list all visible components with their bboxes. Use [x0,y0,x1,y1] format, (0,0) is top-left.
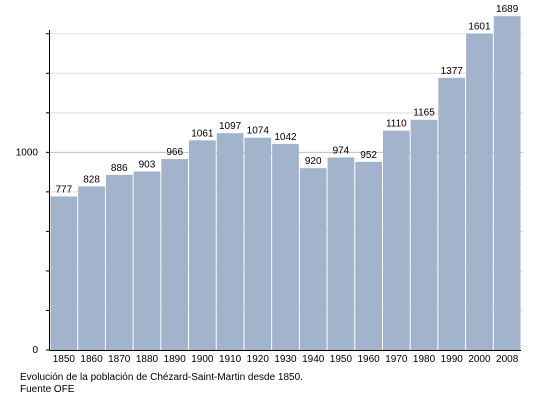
bar-1940 [299,168,327,350]
y-tick-label: 1000 [16,147,39,158]
x-tick-label-1950: 1950 [330,354,353,365]
bar-1890 [161,159,189,350]
chart-caption: Evolución de la población de Chézard-Sai… [20,372,303,383]
value-label-1880: 903 [139,160,156,171]
value-label-2000: 1601 [468,22,491,33]
x-tick-label-2000: 2000 [468,354,491,365]
value-label-1900: 1061 [191,128,214,139]
value-label-1860: 828 [83,174,100,185]
value-label-1850: 777 [56,184,73,195]
x-tick-label-1870: 1870 [108,354,131,365]
value-label-1920: 1074 [247,126,270,137]
value-label-1940: 920 [305,156,322,167]
bar-1870 [105,174,133,350]
x-tick-label-1980: 1980 [413,354,436,365]
value-label-1930: 1042 [274,132,297,143]
bar-1990 [438,77,466,350]
y-tick-label: 0 [32,345,38,356]
bar-1900 [189,140,216,350]
value-label-1980: 1165 [413,108,435,119]
value-label-2008: 1689 [496,4,519,15]
value-label-1910: 1097 [219,121,242,132]
x-tick-label-1960: 1960 [357,354,380,365]
bar-1980 [410,119,438,350]
value-label-1870: 886 [111,163,128,174]
bar-1950 [327,157,355,350]
value-label-1970: 1110 [386,119,407,130]
bar-1850 [50,196,78,350]
value-label-1960: 952 [360,150,377,161]
x-tick-label-1860: 1860 [80,354,103,365]
x-tick-label-1930: 1930 [274,354,297,365]
bar-1880 [133,171,161,350]
x-tick-label-1880: 1880 [136,354,159,365]
bar-1970 [382,130,410,350]
bar-1920 [244,137,272,350]
value-label-1890: 966 [166,147,183,158]
bar-1860 [78,186,105,350]
bar-1930 [272,144,299,350]
chart-source: Fuente OFE [20,384,75,395]
x-tick-label-1990: 1990 [441,354,464,365]
bar-1960 [355,161,382,350]
value-label-1990: 1377 [441,66,464,77]
value-label-1950: 974 [333,145,350,156]
x-tick-label-2008: 2008 [496,354,519,365]
axes: 0 1000 1850 1860 1870 1880 1890 1900 1910 1920 193… [16,30,521,365]
bar-1910 [216,133,244,350]
x-tick-label-1900: 1900 [191,354,214,365]
value-labels: 777 828 886 903 966 1061 1097 1074 1042 920 974 952… [56,4,519,195]
x-tick-label-1850: 1850 [53,354,76,365]
x-tick-label-1890: 1890 [164,354,187,365]
x-tick-label-1940: 1940 [302,354,325,365]
x-tick-label-1970: 1970 [385,354,408,365]
x-tick-label-1910: 1910 [219,354,242,365]
x-tick-label-1920: 1920 [247,354,270,365]
bars [50,16,521,351]
bar-2000 [466,33,493,351]
bar-2008 [493,16,521,350]
